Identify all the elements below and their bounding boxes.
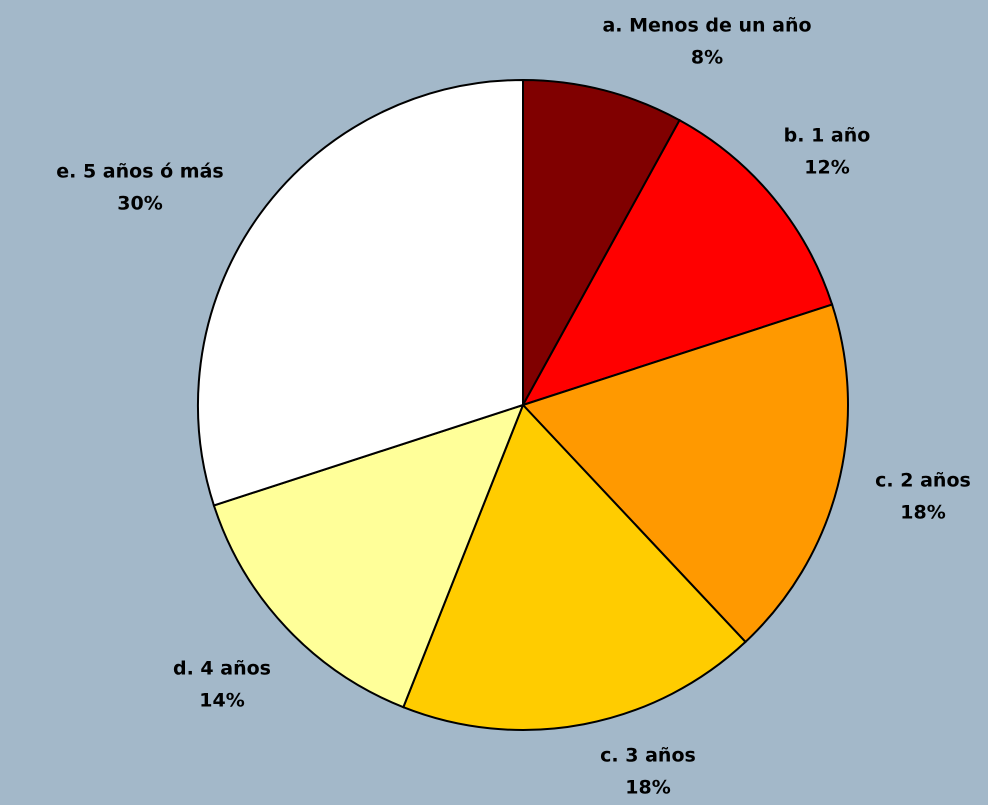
- slice-value-label: 18%: [625, 777, 670, 799]
- pie-slice: [197, 78, 524, 507]
- slice-label: a. Menos de un año: [602, 15, 811, 37]
- pie-slice: [402, 403, 747, 731]
- slice-value-label: 30%: [117, 193, 162, 215]
- pie-slice: [521, 303, 849, 644]
- slice-value-label: 14%: [199, 690, 244, 712]
- slice-label: c. 3 años: [600, 745, 696, 767]
- slice-label: e. 5 años ó más: [56, 161, 223, 183]
- slice-value-label: 18%: [900, 502, 945, 524]
- slice-label: b. 1 año: [784, 125, 871, 147]
- slice-label: d. 4 años: [173, 658, 271, 680]
- slice-label: c. 2 años: [875, 470, 971, 492]
- pie-slice: [520, 118, 834, 407]
- pie-slice: [522, 78, 681, 406]
- slice-value-label: 8%: [691, 47, 723, 69]
- slice-value-label: 12%: [804, 157, 849, 179]
